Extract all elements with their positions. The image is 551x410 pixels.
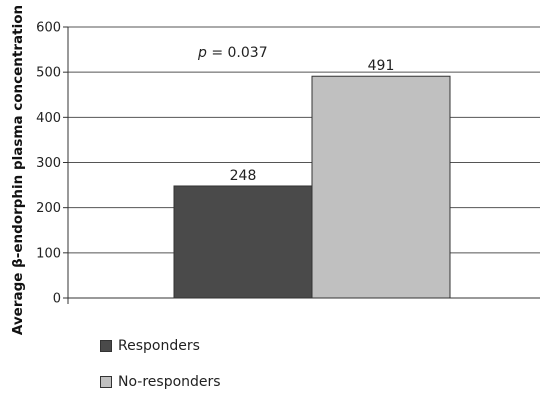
data-label-no-responders: 491 (368, 58, 395, 74)
y-tick-labels: 0 100 200 300 400 500 600 (36, 21, 61, 307)
bar-no-responders (311, 75, 451, 299)
legend-label-responders: Responders (118, 338, 200, 354)
legend-item-no-responders: No-responders (100, 374, 221, 390)
data-label-responders: 248 (230, 168, 257, 184)
y-tick-label-400: 400 (36, 111, 61, 126)
y-tick-label-0: 0 (53, 292, 61, 307)
legend: Responders No-responders (100, 338, 221, 410)
data-labels: 248 491 (230, 58, 395, 184)
p-value-annotation: p = 0.037 (197, 45, 268, 61)
y-tick-label-200: 200 (36, 201, 61, 216)
legend-swatch-responders (100, 340, 112, 352)
y-tick-label-500: 500 (36, 66, 61, 81)
legend-item-responders: Responders (100, 338, 221, 354)
y-tick-label-100: 100 (36, 246, 61, 261)
gridlines (68, 26, 540, 254)
bars (173, 75, 451, 299)
legend-swatch-no-responders (100, 376, 112, 388)
p-value-text: = 0.037 (207, 45, 268, 61)
axes (63, 26, 540, 304)
y-axis-label: Average β-endorphin plasma concentration (10, 5, 26, 335)
y-tick-label-600: 600 (36, 21, 61, 36)
legend-label-no-responders: No-responders (118, 374, 221, 390)
y-tick-label-300: 300 (36, 156, 61, 171)
bar-responders (173, 185, 313, 299)
p-value-symbol: p (197, 45, 207, 61)
bar-chart: 0 100 200 300 400 500 600 248 491 Average β-end… (10, 5, 540, 335)
